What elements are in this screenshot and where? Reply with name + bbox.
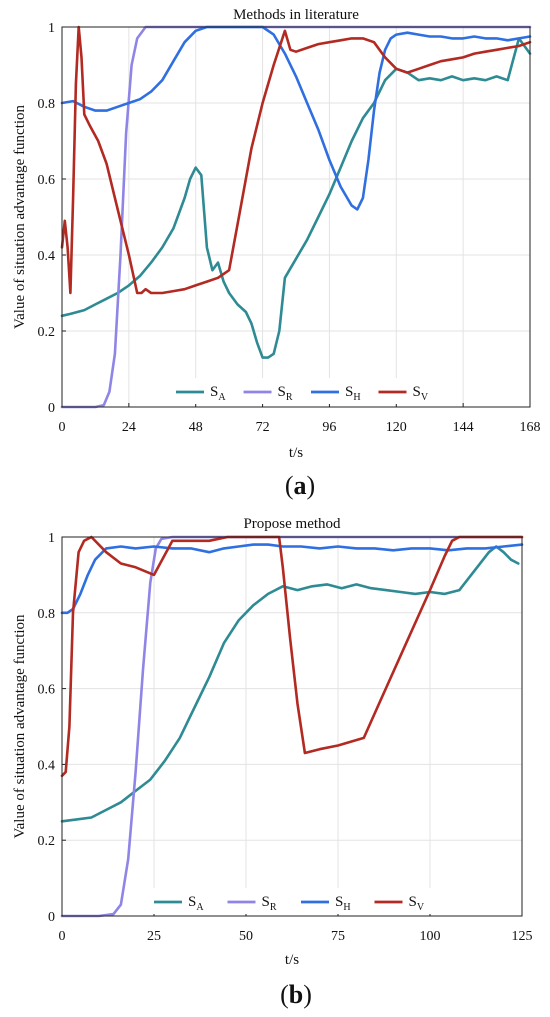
x-tick-label: 0 <box>59 420 66 435</box>
x-tick-label: 72 <box>256 420 270 435</box>
y-tick-label: 0 <box>48 910 55 925</box>
y-tick-label: 0.6 <box>38 173 56 188</box>
legend-label: SR <box>262 894 277 913</box>
x-tick-label: 100 <box>420 929 441 944</box>
chart-b: 0 25 50 75 100 125 0 0.2 0.4 0.6 0.8 1 Propose metho… <box>12 516 533 1009</box>
axes-frame <box>61 536 523 917</box>
legend: SA SR SH SV <box>172 378 442 404</box>
plot-area <box>62 537 522 916</box>
y-tick-label: 1 <box>48 531 55 546</box>
series-line-sa <box>60 37 532 359</box>
legend-label: SV <box>409 894 425 913</box>
series-line-sa <box>60 545 520 823</box>
y-tick-label: 1 <box>48 21 55 36</box>
y-axis-label: Value of situation advantage function <box>12 104 28 329</box>
legend-label: SV <box>413 384 429 403</box>
legend-label: SA <box>210 384 226 403</box>
legend-label: SA <box>188 894 204 913</box>
y-tick-label: 0.8 <box>38 97 56 112</box>
x-axis-label: t/s <box>285 952 299 968</box>
chart-title: Methods in literature <box>233 7 359 23</box>
x-tick-label: 144 <box>453 420 474 435</box>
x-tick-label: 125 <box>512 929 533 944</box>
x-tick-label: 75 <box>331 929 345 944</box>
x-tick-label: 48 <box>189 420 203 435</box>
series-line-sh <box>60 543 524 615</box>
x-tick-label: 25 <box>147 929 161 944</box>
axes-frame <box>61 26 531 408</box>
series-line-sh <box>60 25 532 211</box>
x-tick-label: 96 <box>322 420 336 435</box>
y-tick-label: 0.2 <box>38 325 56 340</box>
x-tick-label: 168 <box>520 420 541 435</box>
legend-label: SH <box>335 894 351 913</box>
y-tick-label: 0.4 <box>38 758 56 773</box>
panel-label: (a) <box>285 471 315 500</box>
x-axis-label: t/s <box>289 445 303 461</box>
x-tick-label: 0 <box>59 929 66 944</box>
legend-label: SR <box>278 384 293 403</box>
y-tick-label: 0.2 <box>38 834 56 849</box>
chart-a: 0 24 48 72 96 120 144 168 0 0.2 0.4 0.6 0.8 1 Methods … <box>12 7 541 500</box>
chart-title: Propose method <box>243 516 341 532</box>
y-tick-label: 0.4 <box>38 249 56 264</box>
y-axis-label: Value of situation advantage function <box>12 614 28 839</box>
x-tick-label: 24 <box>122 420 136 435</box>
legend-label: SH <box>345 384 361 403</box>
plot-area <box>62 27 530 407</box>
y-tick-label: 0.8 <box>38 607 56 622</box>
x-tick-label: 50 <box>239 929 253 944</box>
x-tick-label: 120 <box>386 420 407 435</box>
y-tick-label: 0 <box>48 401 55 416</box>
series-line-sv <box>60 25 532 295</box>
y-tick-label: 0.6 <box>38 683 56 698</box>
series-line-sr <box>60 535 524 918</box>
panel-label: (b) <box>280 980 312 1009</box>
legend: SA SR SH SV <box>150 888 444 914</box>
